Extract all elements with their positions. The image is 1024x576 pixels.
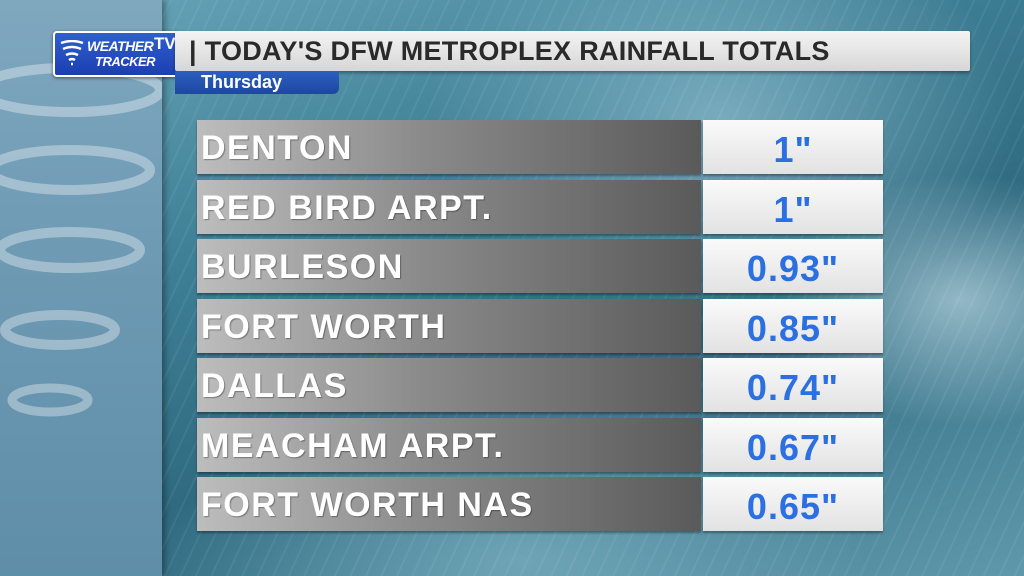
total-cell: 0.74" xyxy=(703,358,883,412)
total-cell: 0.67" xyxy=(703,417,883,472)
location-name: FORT WORTH NAS xyxy=(201,486,534,524)
total-cell: 1" xyxy=(703,120,883,174)
table-row: DALLAS 0.74" xyxy=(197,358,883,412)
total-cell: 1" xyxy=(703,179,883,234)
rainfall-table: DENTON 1" RED BIRD ARPT. 1" BURLESON 0.9… xyxy=(197,120,883,537)
location-cell: BURLESON xyxy=(197,239,701,293)
table-row: FORT WORTH 0.85" xyxy=(197,298,883,353)
logo-tracker-text: TRACKER xyxy=(95,54,156,69)
total-cell: 0.85" xyxy=(703,298,883,353)
logo-tv-text: TV xyxy=(154,34,176,53)
location-name: DENTON xyxy=(201,129,353,167)
table-row: DENTON 1" xyxy=(197,120,883,174)
logo-weather-text: WEATHER xyxy=(87,38,154,54)
day-label: Thursday xyxy=(201,72,283,92)
tornado-icon xyxy=(60,40,84,66)
tornado-watermark-icon xyxy=(0,63,162,417)
day-tab: Thursday xyxy=(175,71,339,94)
rainfall-total: 1" xyxy=(773,129,813,170)
table-row: FORT WORTH NAS 0.65" xyxy=(197,477,883,531)
rainfall-total: 0.74" xyxy=(746,367,840,408)
left-panel xyxy=(0,0,162,576)
table-row: RED BIRD ARPT. 1" xyxy=(197,179,883,234)
weather-tracker-logo: WEATHER TRACKER TV xyxy=(53,31,179,77)
location-cell: DALLAS xyxy=(197,358,701,412)
location-name: RED BIRD ARPT. xyxy=(201,188,493,227)
rainfall-total: 0.65" xyxy=(746,486,840,527)
location-cell: FORT WORTH xyxy=(197,298,701,353)
rainfall-total: 0.93" xyxy=(746,248,840,289)
location-cell: FORT WORTH NAS xyxy=(197,477,701,531)
location-cell: RED BIRD ARPT. xyxy=(197,179,701,234)
location-cell: MEACHAM ARPT. xyxy=(197,417,701,472)
total-cell: 0.93" xyxy=(703,239,883,293)
rainfall-total: 0.85" xyxy=(746,307,840,349)
rainfall-total: 0.67" xyxy=(746,426,840,468)
location-name: MEACHAM ARPT. xyxy=(201,426,505,465)
location-name: FORT WORTH xyxy=(201,307,447,346)
location-cell: DENTON xyxy=(197,120,701,174)
location-name: BURLESON xyxy=(201,248,404,286)
table-row: BURLESON 0.93" xyxy=(197,239,883,293)
table-row: MEACHAM ARPT. 0.67" xyxy=(197,417,883,472)
page-title: | TODAY'S DFW METROPLEX RAINFALL TOTALS xyxy=(189,36,830,66)
title-bar: | TODAY'S DFW METROPLEX RAINFALL TOTALS xyxy=(175,31,970,71)
rainfall-total: 1" xyxy=(773,188,813,230)
total-cell: 0.65" xyxy=(703,477,883,531)
location-name: DALLAS xyxy=(201,367,348,405)
